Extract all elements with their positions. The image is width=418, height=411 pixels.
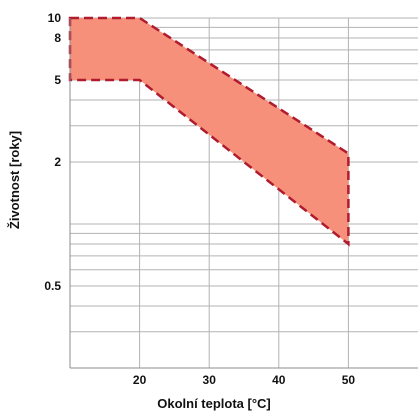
x-tick-label: 30 xyxy=(203,373,217,387)
x-tick-labels: 20 30 40 50 xyxy=(133,373,355,387)
y-tick-label: 10 xyxy=(48,11,62,25)
y-tick-label: 2 xyxy=(54,155,61,169)
y-tick-label: 0.5 xyxy=(44,279,61,293)
y-tick-label: 5 xyxy=(54,73,61,87)
y-axis-label: Životnost [roky] xyxy=(7,131,22,229)
x-axis-label: Okolní teplota [°C] xyxy=(157,396,271,411)
y-tick-label: 8 xyxy=(54,31,61,45)
x-tick-label: 50 xyxy=(342,373,356,387)
x-tick-label: 20 xyxy=(133,373,147,387)
y-tick-labels: 10 8 5 2 0.5 xyxy=(44,11,61,293)
plot-frame xyxy=(69,18,418,369)
x-tick-label: 40 xyxy=(272,373,286,387)
